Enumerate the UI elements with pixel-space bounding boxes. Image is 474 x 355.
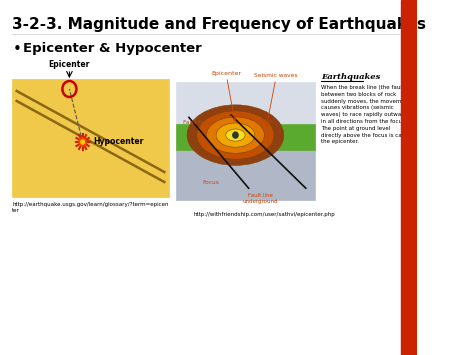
Ellipse shape <box>187 105 284 165</box>
Text: http://earthquake.usgs.gov/learn/glossary/?term=epicen
ter: http://earthquake.usgs.gov/learn/glossar… <box>12 202 169 213</box>
Circle shape <box>233 132 238 138</box>
Text: Focus: Focus <box>202 180 219 185</box>
Bar <box>176 82 315 125</box>
Circle shape <box>81 140 84 144</box>
Text: Epicenter: Epicenter <box>212 71 242 76</box>
Text: Fault line
underground: Fault line underground <box>242 193 278 204</box>
Ellipse shape <box>226 129 245 141</box>
Bar <box>401 0 417 355</box>
Text: Seismic waves: Seismic waves <box>254 73 298 78</box>
Ellipse shape <box>197 111 274 159</box>
Text: When the break line (the fault)
between two blocks of rock
suddenly moves, the m: When the break line (the fault) between … <box>321 85 411 144</box>
Bar <box>176 125 315 151</box>
Text: Fault line: Fault line <box>183 120 210 125</box>
Text: 3-2-3. Magnitude and Frequency of Earthquakes: 3-2-3. Magnitude and Frequency of Earthq… <box>12 17 426 32</box>
Text: Earthquakes: Earthquakes <box>321 73 380 81</box>
Circle shape <box>79 138 86 146</box>
Ellipse shape <box>216 123 255 147</box>
Text: •: • <box>12 42 21 57</box>
Text: http://withfriendship.com/user/sathvi/epicenter.php: http://withfriendship.com/user/sathvi/ep… <box>193 212 335 217</box>
Ellipse shape <box>207 117 264 153</box>
Text: Hypocenter: Hypocenter <box>93 137 144 147</box>
Bar <box>12 79 169 197</box>
Bar <box>176 151 315 200</box>
Text: Epicenter & Hypocenter: Epicenter & Hypocenter <box>23 42 201 55</box>
Text: Epicenter: Epicenter <box>49 60 90 69</box>
